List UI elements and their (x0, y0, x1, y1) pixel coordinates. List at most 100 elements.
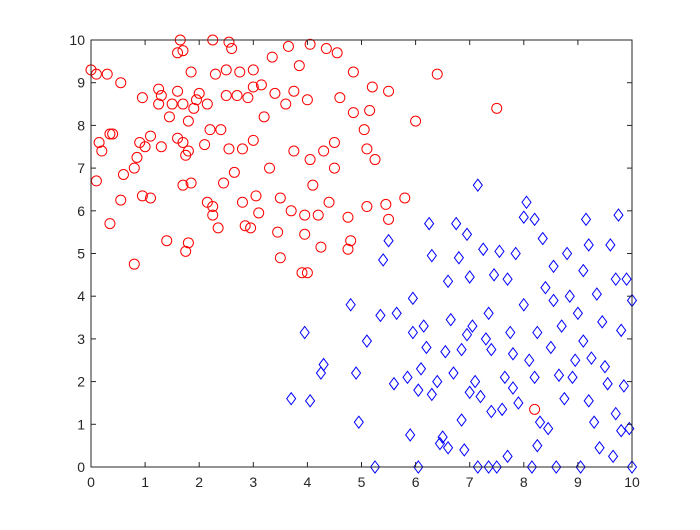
diamond-point (442, 440, 454, 455)
diamond-point (405, 428, 416, 442)
data-points (85, 34, 638, 474)
diamond-point (616, 423, 627, 438)
circle-point (239, 220, 251, 232)
circle-point (212, 222, 224, 234)
diamond-point (537, 231, 548, 246)
diamond-point (545, 340, 556, 355)
circle-point (320, 43, 332, 55)
circle-point (299, 228, 311, 240)
diamond-point (583, 393, 594, 408)
circle-point (410, 115, 422, 127)
diamond-point (605, 238, 616, 252)
circle-point (328, 162, 340, 174)
circle-point (155, 141, 167, 153)
diamond-point (610, 406, 621, 421)
x-tick-label: 1 (141, 474, 149, 490)
diamond-point (383, 233, 394, 248)
diamond-point (543, 421, 554, 436)
circle-point (207, 201, 219, 213)
circle-point (220, 90, 232, 102)
diamond-point (369, 460, 381, 474)
diamond-point (491, 460, 502, 474)
y-tick-label: 6 (77, 203, 85, 219)
circle-point (101, 68, 113, 80)
diamond-point (421, 340, 432, 355)
diamond-point (440, 344, 451, 359)
x-tick-label: 3 (249, 474, 257, 490)
x-tick-label: 9 (574, 474, 582, 490)
diamond-point (580, 212, 592, 227)
circle-point (247, 134, 259, 146)
diamond-point (507, 381, 519, 395)
circle-point (364, 104, 376, 116)
diamond-point (521, 195, 532, 210)
diamond-point (437, 430, 448, 444)
circle-point (272, 226, 284, 238)
diamond-point (361, 334, 373, 348)
diamond-point (480, 332, 492, 346)
circle-point (117, 169, 129, 181)
circle-point (342, 243, 354, 255)
circle-point (226, 43, 238, 55)
circle-point (172, 85, 184, 97)
circle-point (250, 190, 262, 202)
circle-point (369, 154, 381, 166)
circle-point (491, 102, 503, 114)
circle-point (153, 83, 165, 95)
y-axis: 0 1 2 3 4 5 6 7 8 9 10 (69, 32, 632, 475)
y-tick-label: 10 (69, 32, 85, 48)
circle-point (115, 194, 127, 206)
diamond-point (388, 376, 400, 391)
circle-point (177, 45, 189, 57)
diamond-point (553, 368, 565, 383)
diamond-point (461, 227, 473, 242)
diamond-point (534, 415, 546, 429)
circle-point (247, 81, 259, 93)
circle-point (204, 124, 216, 136)
circle-point (107, 128, 119, 140)
circle-point (358, 124, 370, 136)
y-tick-label: 3 (77, 331, 85, 347)
x-axis: 0 1 2 3 4 5 6 7 8 9 10 (87, 40, 640, 490)
circle-point (166, 98, 178, 110)
y-tick-label: 5 (77, 246, 85, 262)
circle-point (228, 166, 240, 178)
diamond-point (610, 272, 621, 286)
series-0 (85, 34, 541, 415)
diamond-point (497, 402, 508, 417)
diamond-point (315, 366, 327, 380)
circle-point (315, 241, 327, 253)
y-tick-label: 2 (77, 374, 85, 390)
circle-point (285, 205, 297, 217)
diamond-point (589, 415, 600, 429)
circle-point (304, 38, 316, 50)
diamond-point (467, 319, 478, 333)
circle-point (128, 258, 140, 270)
circle-point (209, 68, 221, 80)
circle-point (182, 115, 194, 127)
circle-point (247, 64, 259, 76)
diamond-point (469, 374, 481, 389)
diamond-point (572, 306, 584, 321)
diamond-point (448, 366, 459, 380)
circle-point (182, 145, 194, 157)
diamond-point (626, 460, 638, 474)
plot-area (91, 40, 632, 467)
circle-point (215, 124, 227, 136)
circle-point (431, 68, 443, 80)
diamond-point (578, 263, 589, 278)
circle-point (242, 92, 254, 104)
diamond-point (510, 246, 521, 261)
circle-point (207, 209, 219, 221)
x-tick-label: 0 (87, 474, 95, 490)
diamond-point (561, 246, 573, 261)
circle-point (380, 198, 392, 210)
circle-point (255, 79, 267, 91)
diamond-point (434, 436, 446, 451)
diamond-point (459, 443, 470, 457)
diamond-point (299, 325, 310, 340)
circle-point (331, 47, 343, 59)
diamond-point (507, 347, 519, 361)
circle-point (115, 77, 127, 89)
y-tick-label: 4 (77, 288, 85, 304)
